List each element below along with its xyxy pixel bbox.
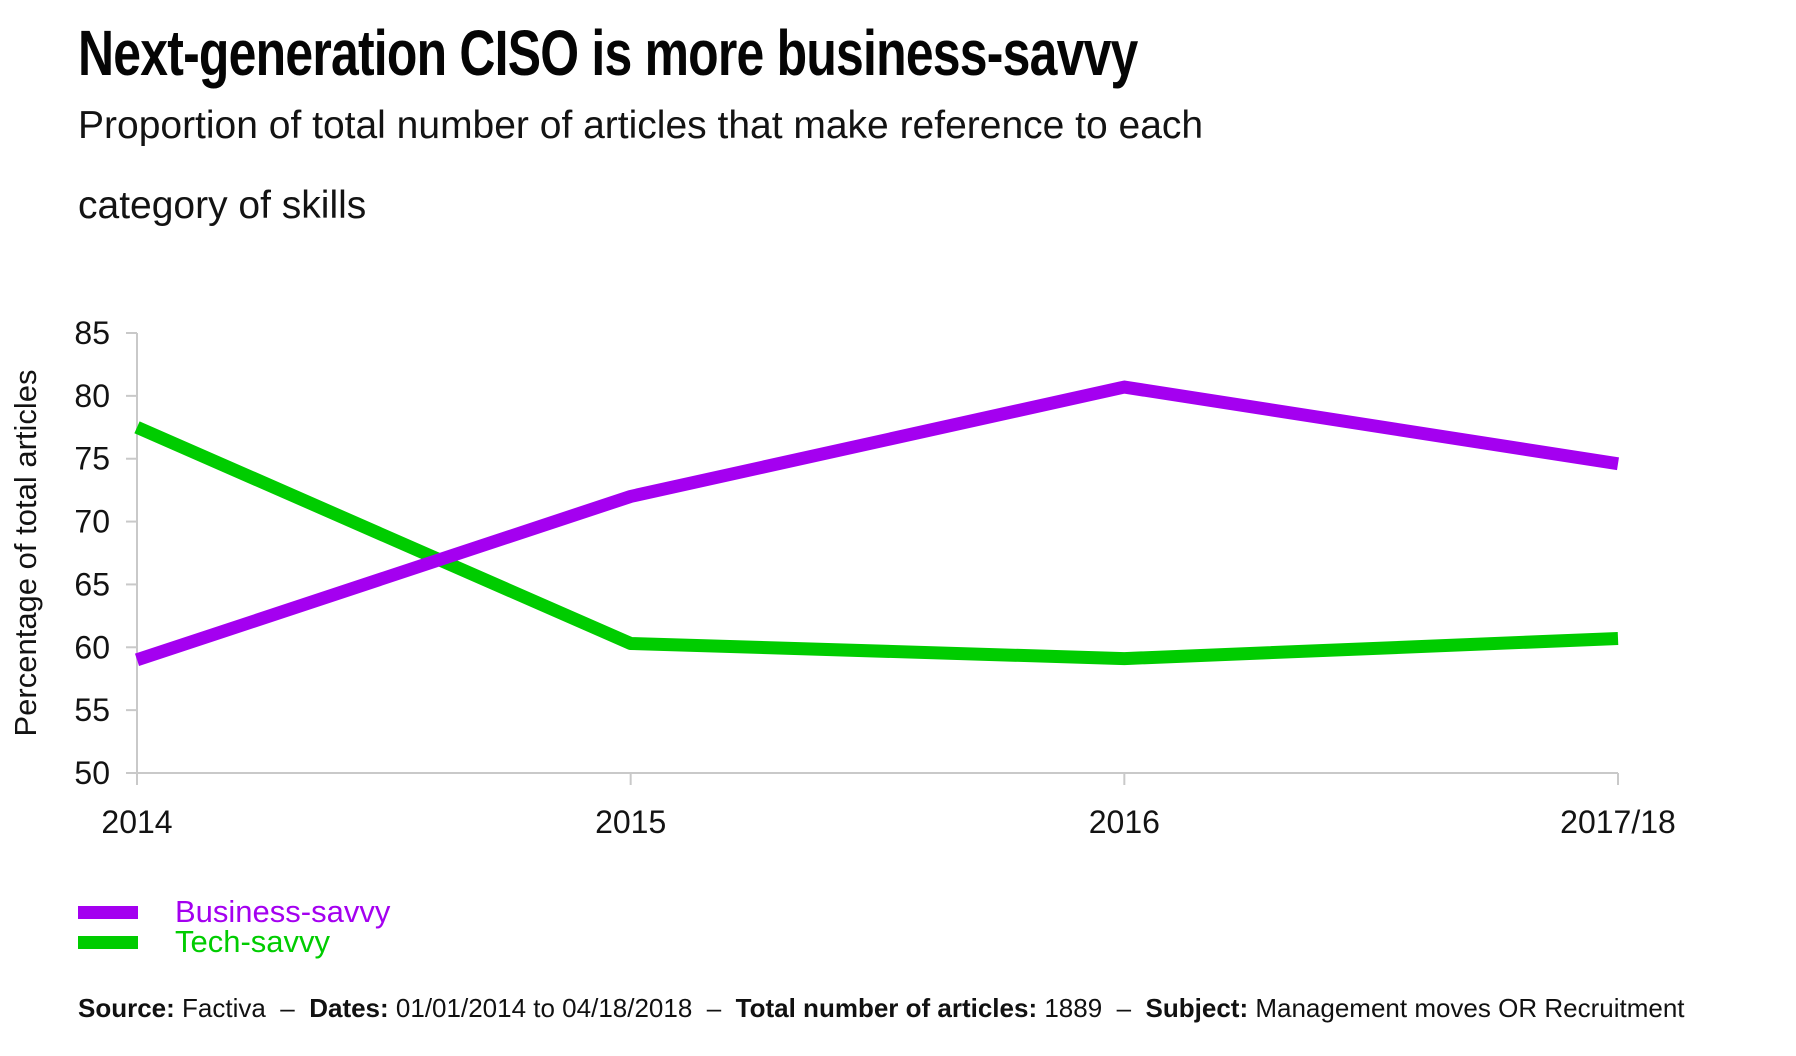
footer-label: Subject: (1145, 993, 1249, 1023)
legend-item-tech-savvy: Tech-savvy (78, 924, 390, 959)
source-line: Source: Factiva – Dates: 01/01/2014 to 0… (78, 993, 1685, 1024)
chart-subtitle: Proportion of total number of articles t… (78, 86, 1203, 246)
legend-swatch-tech-savvy (78, 935, 138, 949)
y-tick-label: 70 (74, 504, 110, 540)
y-tick-label: 75 (74, 441, 110, 477)
subtitle-line-2: category of skills (78, 184, 367, 227)
y-tick-label: 55 (74, 692, 110, 728)
y-axis: 50 55 60 65 70 75 80 85 Percentage of total arti… (8, 315, 138, 791)
y-tick-label: 85 (74, 315, 110, 351)
footer-label: Dates: (309, 993, 389, 1023)
legend-item-business-savvy: Business-savvy (78, 894, 391, 929)
series-lines (134, 380, 1619, 667)
chart-title: Next-generation CISO is more business-sa… (78, 17, 1138, 89)
y-axis-title: Percentage of total articles (8, 369, 43, 736)
y-tick-label: 65 (74, 566, 110, 602)
footer-value: 1889 – (1037, 993, 1146, 1023)
legend-swatch-business-savvy (78, 905, 138, 919)
y-tick-label: 60 (74, 629, 110, 665)
footer-value: Management moves OR Recruitment (1248, 993, 1685, 1023)
footer-value: 01/01/2014 to 04/18/2018 – (388, 993, 736, 1023)
legend-label-tech-savvy: Tech-savvy (175, 924, 331, 959)
footer-value: Factiva – (174, 993, 310, 1023)
x-tick-label: 2014 (101, 804, 172, 840)
legend-label-business-savvy: Business-savvy (175, 894, 391, 929)
x-axis: 2014 2015 2016 2017/18 (101, 772, 1676, 840)
series-line-tech-savvy (134, 421, 1619, 666)
y-tick-label: 80 (74, 378, 110, 414)
x-tick-label: 2017/18 (1560, 804, 1676, 840)
legend: Business-savvy Tech-savvy (78, 894, 391, 959)
series-line-business-savvy (134, 380, 1619, 667)
subtitle-line-1: Proportion of total number of articles t… (78, 104, 1204, 147)
footer-label: Total number of articles: (735, 993, 1038, 1023)
x-tick-label: 2015 (595, 804, 666, 840)
footer-label: Source: (78, 993, 175, 1023)
x-tick-label: 2016 (1089, 804, 1160, 840)
y-tick-label: 50 (74, 755, 110, 791)
